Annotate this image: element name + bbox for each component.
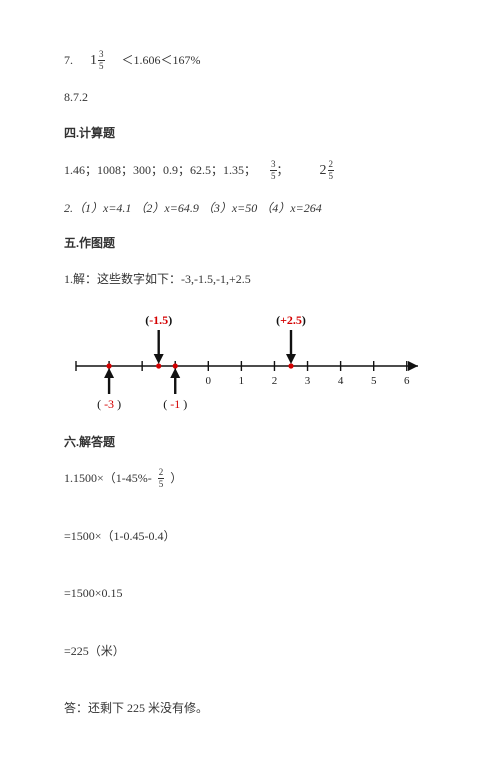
s4l1-f2d: 5	[328, 172, 335, 181]
svg-text:6: 6	[404, 375, 410, 387]
s6-line1: 1.1500×（1-45%- 2 5 ）	[64, 468, 436, 490]
s6-answer: 答：还剩下 225 米没有修。	[64, 698, 436, 720]
s6-line4: =225（米）	[64, 641, 436, 663]
s4l1-f2n: 2	[328, 160, 335, 169]
spacer	[64, 561, 436, 583]
svg-text:4: 4	[338, 375, 344, 387]
number-line-svg: 0 1 2 3 4 5 6 (-1.5) (+2.5) ( -3 ) ( -1 )	[64, 304, 434, 414]
q8-text: 8.7.2	[64, 87, 88, 109]
s4l1-sep: ；	[277, 160, 289, 182]
q7-frac-int: 1	[90, 48, 98, 73]
svg-text:2: 2	[272, 375, 278, 387]
svg-text:(-1.5): (-1.5)	[145, 313, 172, 327]
q8-line: 8.7.2	[64, 87, 436, 109]
svg-text:5: 5	[371, 375, 377, 387]
s5l1-text: 1.解：这些数字如下：-3,-1.5,-1,+2.5	[64, 269, 251, 291]
spacer	[64, 619, 436, 641]
s6l1-fd: 5	[158, 480, 165, 489]
svg-text:( -1 ): ( -1 )	[163, 397, 187, 411]
spacer	[64, 504, 436, 526]
svg-text:(+2.5): (+2.5)	[276, 313, 306, 327]
q7-vfrac: 3 5	[98, 50, 105, 71]
s4-line2: 2.（1）x=4.1 （2）x=64.9 （3）x=50 （4）x=264	[64, 198, 436, 220]
s6l4: =225（米）	[64, 641, 125, 663]
section-6-title: 六.解答题	[64, 432, 436, 454]
q7-line: 7. 1 3 5 ＜1.606＜167%	[64, 48, 436, 73]
s6l2: =1500×（1-0.45-0.4）	[64, 526, 176, 548]
q7-tail: ＜1.606＜167%	[122, 50, 201, 72]
s6l1-tail: ）	[170, 468, 182, 490]
sec6-title: 六.解答题	[64, 432, 115, 454]
s6l1-fn: 2	[158, 468, 165, 477]
section-5-title: 五.作图题	[64, 233, 436, 255]
s4l1-f2int: 2	[320, 158, 328, 183]
svg-text:3: 3	[305, 375, 311, 387]
svg-text:1: 1	[239, 375, 245, 387]
s5-line1: 1.解：这些数字如下：-3,-1.5,-1,+2.5	[64, 269, 436, 291]
s6l1-head: 1.1500×（1-45%-	[64, 468, 152, 490]
s6-line3: =1500×0.15	[64, 583, 436, 605]
sec4-title: 四.计算题	[64, 123, 115, 145]
sec5-title: 五.作图题	[64, 233, 115, 255]
s6ans: 答：还剩下 225 米没有修。	[64, 698, 208, 720]
q7-mixed-fraction: 1 3 5	[90, 48, 105, 73]
spacer	[64, 676, 436, 698]
s6l3: =1500×0.15	[64, 583, 123, 605]
svg-text:( -3 ): ( -3 )	[97, 397, 121, 411]
s4l2-text: 2.（1）x=4.1 （2）x=64.9 （3）x=50 （4）x=264	[64, 198, 322, 220]
q7-prefix: 7.	[64, 50, 73, 72]
s6-line2: =1500×（1-0.45-0.4）	[64, 526, 436, 548]
page: 7. 1 3 5 ＜1.606＜167% 8.7.2 四.计算题 1.46；10…	[0, 0, 500, 774]
s6l1-frac: 2 5	[158, 468, 165, 489]
s4l1-head: 1.46；1008；300；0.9；62.5；1.35；	[64, 160, 256, 182]
s4-line1: 1.46；1008；300；0.9；62.5；1.35； 3 5 ； 2 2 5	[64, 158, 436, 183]
q7-frac-den: 5	[98, 62, 105, 71]
s4l1-frac2: 2 2 5	[320, 158, 335, 183]
section-4-title: 四.计算题	[64, 123, 436, 145]
q7-frac-num: 3	[98, 50, 105, 59]
number-line-figure: 0 1 2 3 4 5 6 (-1.5) (+2.5) ( -3 ) ( -1 )	[64, 304, 434, 418]
s4l1-vfrac2: 2 5	[328, 160, 335, 181]
svg-text:0: 0	[206, 375, 212, 387]
